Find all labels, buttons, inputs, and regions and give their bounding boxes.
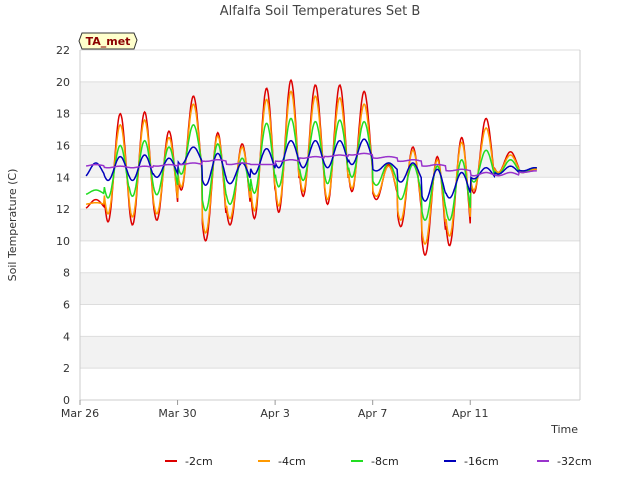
- x-tick-labels: Mar 26 Mar 30 Apr 3 Apr 7 Apr 11: [61, 400, 489, 420]
- legend-label: -16cm: [464, 455, 499, 468]
- legend-label: -8cm: [371, 455, 399, 468]
- x-axis-label: Time: [550, 423, 578, 436]
- plot-band: [80, 113, 580, 146]
- legend-label: -4cm: [278, 455, 306, 468]
- series-line-4cmcm: [85, 90, 537, 245]
- legend: -2cm -4cm -8cm -16cm -32cm: [165, 455, 592, 468]
- plot-band: [80, 209, 580, 241]
- legend-label: -32cm: [557, 455, 592, 468]
- legend-label: -2cm: [185, 455, 213, 468]
- y-tick-label: 4: [63, 330, 70, 343]
- series-line-16cmcm: [85, 138, 537, 202]
- y-tick-label: 2: [63, 362, 70, 375]
- y-tick-label: 22: [56, 44, 70, 57]
- plot-band: [80, 272, 580, 305]
- y-tick-labels: 0 2 4 6 8 10 12 14 16 18 20 22: [56, 44, 70, 407]
- y-tick-label: 8: [63, 267, 70, 280]
- y-tick-label: 18: [56, 108, 70, 121]
- x-tick-label: Mar 26: [61, 407, 99, 420]
- plot-band: [80, 240, 580, 273]
- y-tick-label: 20: [56, 76, 70, 89]
- y-tick-label: 0: [63, 394, 70, 407]
- plot-band: [80, 304, 580, 337]
- y-tick-label: 12: [56, 203, 70, 216]
- x-tick-label: Mar 30: [158, 407, 196, 420]
- site-badge: TA_met: [78, 32, 138, 50]
- x-tick-label: Apr 11: [452, 407, 489, 420]
- y-tick-label: 10: [56, 235, 70, 248]
- plot-band: [80, 50, 580, 82]
- x-tick-label: Apr 7: [358, 407, 388, 420]
- site-badge-label: TA_met: [86, 35, 131, 48]
- series-line-8cmcm: [85, 117, 538, 222]
- y-tick-label: 6: [63, 299, 70, 312]
- y-tick-label: 14: [56, 171, 70, 184]
- plot-band: [80, 368, 580, 400]
- x-tick-label: Apr 3: [260, 407, 290, 420]
- plot-band: [80, 81, 580, 114]
- plot-band: [80, 336, 580, 369]
- y-tick-label: 16: [56, 139, 70, 152]
- series-lines: [85, 78, 538, 257]
- axes: [79, 50, 581, 401]
- series-line-32cmcm: [85, 152, 537, 177]
- y-axis-label: Soil Temperature (C): [6, 169, 19, 282]
- chart-title: Alfalfa Soil Temperatures Set B: [220, 4, 421, 19]
- plot-bands: [80, 50, 580, 400]
- site-badge-box: [78, 32, 138, 50]
